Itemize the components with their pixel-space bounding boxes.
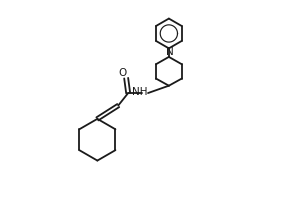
- Text: O: O: [118, 68, 127, 78]
- Text: NH: NH: [132, 87, 148, 97]
- Text: N: N: [166, 47, 173, 57]
